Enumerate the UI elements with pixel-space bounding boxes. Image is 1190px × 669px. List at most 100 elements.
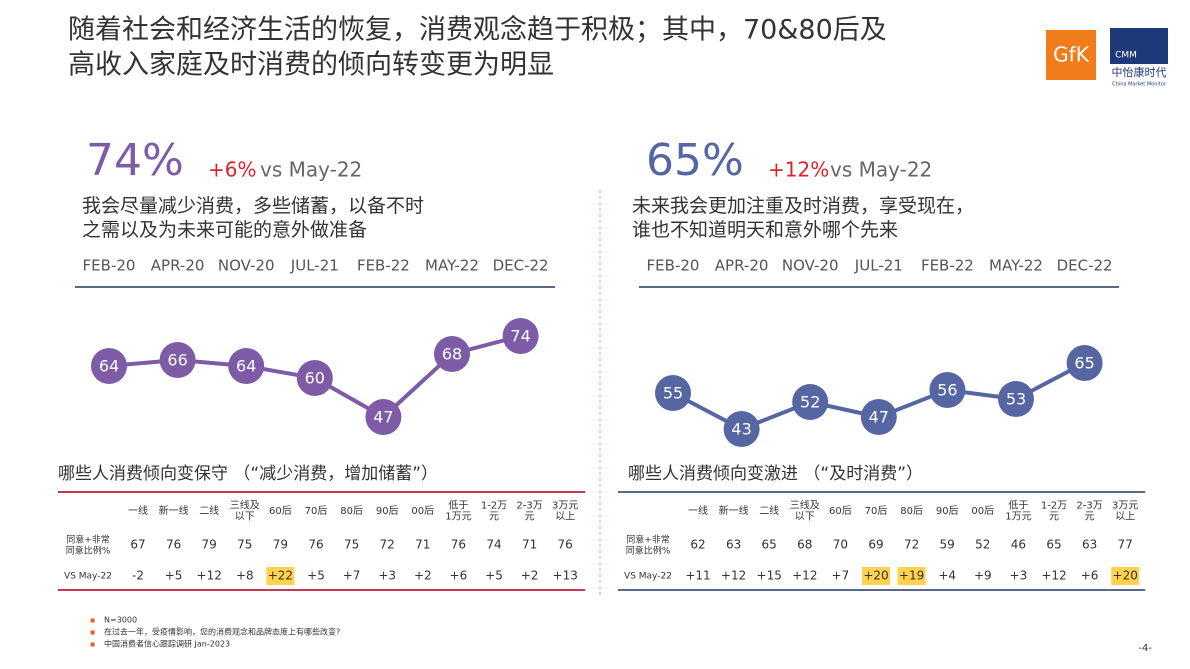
point bbox=[655, 375, 691, 411]
gfk-logo-text: GfK bbox=[1053, 43, 1090, 67]
column-header: 三线及以下 bbox=[230, 499, 260, 523]
cell: +12 bbox=[1041, 569, 1066, 583]
bullet: ▪ bbox=[90, 640, 95, 649]
point bbox=[723, 411, 760, 447]
headline: 74% bbox=[86, 135, 184, 186]
column-header: 90后 bbox=[936, 505, 959, 517]
point-label: 52 bbox=[800, 393, 820, 412]
cell: 65 bbox=[1046, 538, 1061, 552]
cell: 75 bbox=[344, 538, 359, 552]
cell: +20 bbox=[1113, 569, 1138, 583]
x-tick-label: FEB-22 bbox=[357, 257, 410, 275]
x-tick-label: APR-20 bbox=[151, 257, 205, 275]
cell: +3 bbox=[1010, 569, 1028, 583]
cell: 62 bbox=[690, 538, 705, 552]
row-label: 同意+非常同意比例% bbox=[66, 533, 111, 556]
cell: +2 bbox=[414, 569, 432, 583]
point-label: 53 bbox=[1006, 390, 1026, 409]
cell: +22 bbox=[268, 569, 293, 583]
cell: +5 bbox=[485, 569, 503, 583]
row-label: VS May-22 bbox=[64, 572, 112, 582]
column-header: 二线 bbox=[199, 504, 219, 517]
point bbox=[1066, 345, 1103, 381]
point-label: 74 bbox=[510, 327, 530, 346]
cell: 69 bbox=[868, 538, 883, 552]
point-label: 43 bbox=[731, 420, 751, 439]
x-tick-label: MAY-22 bbox=[989, 257, 1043, 275]
column-header: 00后 bbox=[411, 505, 434, 517]
cell: 72 bbox=[904, 538, 919, 552]
compare: vs May-22 bbox=[830, 158, 932, 182]
statement: 未来我会更加注重及时消费，享受现在，谁也不知道明天和意外哪个先来 bbox=[632, 195, 974, 241]
point bbox=[228, 348, 265, 384]
x-tick-label: JUL-21 bbox=[290, 257, 339, 275]
cell: +5 bbox=[165, 569, 183, 583]
column-header: 80后 bbox=[900, 505, 923, 517]
cell: 79 bbox=[273, 538, 288, 552]
x-tick-label: NOV-20 bbox=[782, 257, 839, 275]
x-tick-label: FEB-20 bbox=[83, 257, 136, 275]
row-label: 同意+非常同意比例% bbox=[626, 533, 671, 556]
change: +12% bbox=[768, 158, 829, 182]
cell: +6 bbox=[1081, 569, 1099, 583]
x-tick-label: DEC-22 bbox=[493, 257, 549, 275]
column-header: 60后 bbox=[829, 505, 852, 517]
column-header: 二线 bbox=[759, 504, 779, 517]
change: +6% bbox=[208, 158, 257, 182]
point-label: 47 bbox=[869, 408, 889, 427]
x-tick-label: APR-20 bbox=[715, 257, 769, 275]
cell: 63 bbox=[726, 538, 741, 552]
point bbox=[434, 336, 470, 372]
column-header: 60后 bbox=[269, 505, 292, 517]
cell: +12 bbox=[197, 569, 222, 583]
point bbox=[365, 399, 402, 435]
cmm-en: China Market Monitor bbox=[1112, 82, 1167, 88]
point-label: 60 bbox=[305, 369, 325, 388]
column-header: 新一线 bbox=[159, 504, 189, 517]
cmm-logo-text: CMM bbox=[1115, 51, 1137, 61]
cell: 63 bbox=[1082, 538, 1097, 552]
cell: 77 bbox=[1118, 538, 1133, 552]
cell: 67 bbox=[130, 538, 145, 552]
column-header: 一线 bbox=[128, 504, 148, 517]
point-label: 64 bbox=[236, 357, 256, 376]
x-tick-label: DEC-22 bbox=[1057, 257, 1113, 275]
highlight bbox=[862, 567, 890, 585]
cell: 76 bbox=[451, 538, 466, 552]
point bbox=[929, 372, 966, 408]
cell: +11 bbox=[685, 569, 710, 583]
column-header: 90后 bbox=[376, 505, 399, 517]
x-tick-label: MAY-22 bbox=[425, 257, 479, 275]
cell: 65 bbox=[762, 538, 777, 552]
headline: 65% bbox=[646, 135, 744, 186]
table-title: 哪些人消费倾向变保守 （“减少消费，增加储蓄”） bbox=[58, 464, 438, 484]
cell: +13 bbox=[553, 569, 578, 583]
x-tick-label: FEB-20 bbox=[647, 257, 700, 275]
gfk-logo bbox=[1046, 30, 1096, 80]
cell: 71 bbox=[415, 538, 430, 552]
cell: +19 bbox=[899, 569, 924, 583]
statement: 我会尽量减少消费，多些储蓄，以备不时之需以及为未来可能的意外做准备 bbox=[82, 195, 424, 241]
x-tick-label: FEB-22 bbox=[921, 257, 974, 275]
cell: +4 bbox=[938, 569, 956, 583]
column-header: 70后 bbox=[865, 505, 888, 517]
cell: +3 bbox=[378, 569, 396, 583]
column-header: 新一线 bbox=[719, 504, 749, 517]
cell: +15 bbox=[757, 569, 782, 583]
point-label: 56 bbox=[937, 381, 957, 400]
column-header: 80后 bbox=[340, 505, 363, 517]
footnote: 中国消费者信心跟踪调研 Jan-2023 bbox=[104, 639, 230, 649]
cell: 76 bbox=[558, 538, 573, 552]
cell: 46 bbox=[1011, 538, 1026, 552]
cell: +7 bbox=[343, 569, 361, 583]
cell: -2 bbox=[132, 569, 144, 583]
point-label: 68 bbox=[442, 345, 462, 364]
point-label: 55 bbox=[663, 384, 683, 403]
column-header: 3万元以上 bbox=[1112, 501, 1138, 523]
cell: +2 bbox=[521, 569, 539, 583]
cell: +7 bbox=[832, 569, 850, 583]
cell: +20 bbox=[863, 569, 888, 583]
cell: 76 bbox=[308, 538, 323, 552]
